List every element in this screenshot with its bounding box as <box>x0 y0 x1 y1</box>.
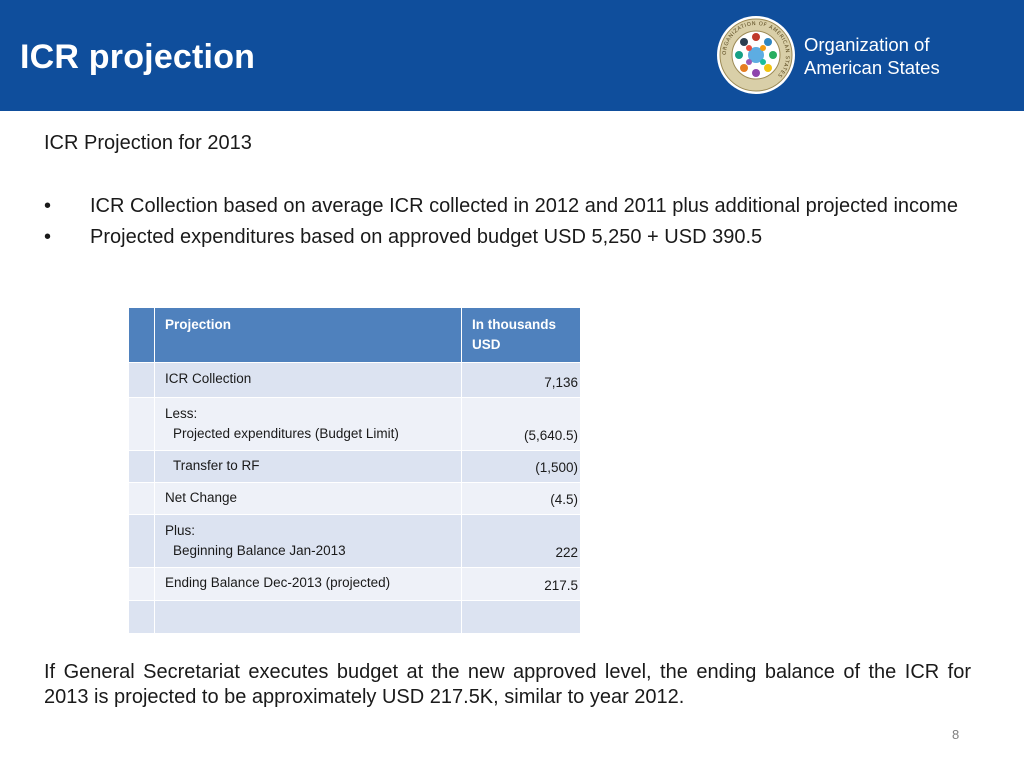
slide-title: ICR projection <box>20 38 256 76</box>
row-value: (1,500) <box>461 450 581 483</box>
row-value: 217.5 <box>461 567 581 601</box>
bullet-text: Projected expenditures based on approved… <box>90 226 763 248</box>
row-sublabel: Transfer to RF <box>173 458 260 473</box>
conclusion-text: If General Secretariat executes budget a… <box>44 661 971 708</box>
bullet-text: ICR Collection based on average ICR coll… <box>90 195 958 217</box>
table-row: Ending Balance Dec-2013 (projected) 217.… <box>128 567 581 601</box>
row-label-cell: Plus: Beginning Balance Jan-2013 <box>154 514 462 568</box>
row-label: Less: <box>165 406 198 421</box>
column-header-value: In thousands USD <box>461 307 581 363</box>
table-header-spacer <box>128 307 155 363</box>
bullet-list: • ICR Collection based on average ICR co… <box>44 194 971 256</box>
row-label: ICR Collection <box>154 362 462 398</box>
row-label-cell: Less: Projected expenditures (Budget Lim… <box>154 397 462 451</box>
row-value: 7,136 <box>461 362 581 398</box>
row-value: (4.5) <box>461 482 581 515</box>
row-label: Ending Balance Dec-2013 (projected) <box>154 567 462 601</box>
table-row: Less: Projected expenditures (Budget Lim… <box>128 397 581 451</box>
page-number: 8 <box>952 727 960 742</box>
table-row: Net Change (4.5) <box>128 482 581 515</box>
table-row: Transfer to RF (1,500) <box>128 450 581 483</box>
bullet-icon: • <box>44 195 52 217</box>
row-sublabel: Projected expenditures (Budget Limit) <box>173 426 399 441</box>
section-subtitle: ICR Projection for 2013 <box>44 132 252 154</box>
table-row <box>128 600 581 634</box>
row-value <box>461 600 581 634</box>
row-label <box>154 600 462 634</box>
list-item: • ICR Collection based on average ICR co… <box>44 194 971 218</box>
org-name-line1: Organization of <box>804 34 930 55</box>
bullet-icon: • <box>44 226 52 248</box>
projection-table: Projection In thousands USD ICR Collecti… <box>128 307 581 634</box>
row-label: Net Change <box>154 482 462 515</box>
row-label: Plus: <box>165 523 196 538</box>
oas-seal-icon: ORGANIZATION OF AMERICAN STATES <box>717 16 795 94</box>
slide-header: ICR projection ORGANIZATION OF AMERICAN … <box>0 0 1024 111</box>
org-name: Organization of American States <box>804 33 940 79</box>
row-sublabel: Beginning Balance Jan-2013 <box>173 543 346 558</box>
table-row: Plus: Beginning Balance Jan-2013 222 <box>128 514 581 568</box>
row-value: (5,640.5) <box>461 397 581 451</box>
table-header-row: Projection In thousands USD <box>128 307 581 363</box>
org-name-line2: American States <box>804 57 940 78</box>
list-item: • Projected expenditures based on approv… <box>44 225 971 249</box>
row-value: 222 <box>461 514 581 568</box>
row-label-cell: Transfer to RF <box>154 450 462 483</box>
column-header-projection: Projection <box>154 307 462 363</box>
table-row: ICR Collection 7,136 <box>128 362 581 398</box>
